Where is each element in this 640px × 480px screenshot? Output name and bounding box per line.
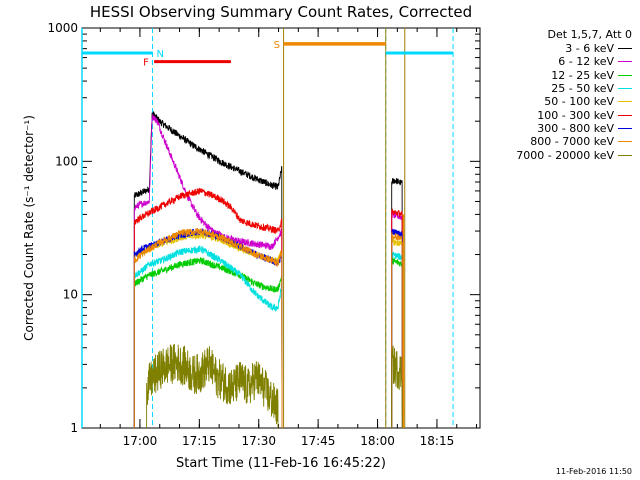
legend-label: 6 - 12 keV: [558, 55, 614, 69]
timestamp: 11-Feb-2016 11:50: [555, 467, 632, 476]
legend-item: 800 - 7000 keV: [480, 135, 632, 148]
x-tick-label: 17:45: [301, 434, 336, 448]
orbit-overlays: NF S: [81, 28, 454, 428]
legend-swatch: [618, 127, 632, 129]
legend: Det 1,5,7, Att 0 3 - 6 keV 6 - 12 keV 12 -…: [480, 28, 632, 162]
series-line: [133, 187, 283, 429]
series-line: [391, 208, 403, 429]
series-line: [391, 177, 403, 429]
series-lines: [133, 111, 403, 429]
series-line: [146, 343, 279, 428]
series-line: [133, 245, 283, 429]
flare-label: F: [143, 58, 149, 69]
legend-swatch: [618, 88, 632, 90]
legend-item: 7000 - 20000 keV: [480, 148, 632, 162]
legend-item: 50 - 100 keV: [480, 95, 632, 108]
series-line: [391, 251, 403, 429]
y-tick-label: 100: [55, 154, 78, 168]
series-line: [391, 345, 403, 429]
legend-label: 3 - 6 keV: [565, 42, 614, 56]
legend-swatch: [618, 74, 632, 76]
legend-label: 7000 - 20000 keV: [516, 148, 614, 162]
series-line: [133, 111, 283, 429]
x-axis-label: Start Time (11-Feb-16 16:45:22): [176, 456, 386, 471]
series-line: [391, 257, 403, 429]
series-line: [391, 238, 403, 429]
legend-swatch: [618, 61, 632, 63]
legend-item: 12 - 25 keV: [480, 69, 632, 82]
series-line: [133, 113, 283, 429]
x-tick-label: 17:30: [241, 434, 276, 448]
y-tick-label: 1: [70, 421, 78, 435]
x-tick-label: 17:15: [182, 434, 217, 448]
saa-label: S: [274, 40, 280, 51]
legend-rows: 3 - 6 keV 6 - 12 keV 12 - 25 keV 25 - 50 ke…: [480, 42, 632, 162]
legend-swatch: [618, 141, 632, 143]
series-line: [391, 228, 403, 429]
legend-item: 25 - 50 keV: [480, 82, 632, 95]
x-tick-label: 17:00: [123, 434, 158, 448]
legend-swatch: [618, 101, 632, 103]
legend-item: 3 - 6 keV: [480, 42, 632, 55]
legend-label: 25 - 50 keV: [551, 82, 614, 96]
series-line: [133, 257, 283, 429]
series-line: [133, 228, 283, 429]
x-tick-label: 18:15: [420, 434, 455, 448]
legend-swatch: [618, 114, 632, 116]
legend-header: Det 1,5,7, Att 0: [547, 28, 632, 41]
legend-item: 300 - 800 keV: [480, 122, 632, 135]
y-axis-label: Corrected Count Rate (s⁻¹ detector⁻¹): [22, 115, 36, 341]
plot-frame: [81, 27, 481, 429]
legend-item: 6 - 12 keV: [480, 55, 632, 68]
series-line: [133, 227, 283, 429]
legend-swatch: [618, 48, 632, 50]
legend-label: 800 - 7000 keV: [530, 135, 614, 149]
y-tick-label: 10: [63, 288, 78, 302]
legend-label: 300 - 800 keV: [537, 121, 614, 135]
series-line: [391, 231, 403, 429]
x-tick-label: 18:00: [360, 434, 395, 448]
legend-label: 12 - 25 keV: [551, 68, 614, 82]
axis-ticks: 1 10 100 1000 17:00 17:15 17:30 17:45 18:00 18:15: [47, 21, 480, 448]
legend-item: 100 - 300 keV: [480, 108, 632, 122]
legend-swatch: [618, 154, 632, 156]
chart-title: HESSI Observing Summary Count Rates, Cor…: [90, 3, 472, 21]
night-label: N: [156, 49, 163, 60]
legend-label: 50 - 100 keV: [544, 95, 614, 109]
y-tick-label: 1000: [47, 21, 78, 35]
legend-label: 100 - 300 keV: [537, 108, 614, 122]
